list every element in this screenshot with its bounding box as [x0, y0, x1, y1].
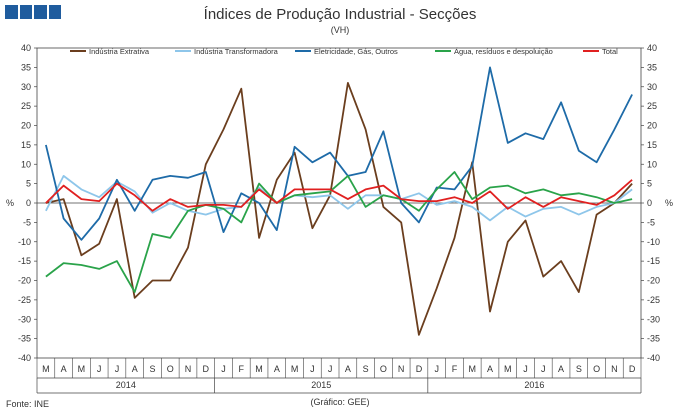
- x-tick-label: M: [504, 364, 512, 374]
- y-tick-label-left: 20: [21, 121, 31, 131]
- y-tick-label-right: -15: [647, 256, 660, 266]
- y-tick-label-left: -30: [18, 314, 31, 324]
- x-tick-label: A: [61, 364, 67, 374]
- y-tick-label-left: 15: [21, 140, 31, 150]
- y-tick-label-right: 30: [647, 82, 657, 92]
- y-tick-label-right: -5: [647, 217, 655, 227]
- x-tick-label: A: [487, 364, 493, 374]
- x-tick-label: F: [452, 364, 458, 374]
- source-note: Fonte: INE: [6, 399, 50, 409]
- credit-note: (Gráfico: GEE): [310, 397, 370, 407]
- x-tick-label: A: [558, 364, 564, 374]
- legend-label: Água, resíduos e despoluição: [454, 47, 553, 56]
- x-tick-label: O: [167, 364, 174, 374]
- y-axis-label-left: %: [6, 198, 14, 208]
- y-tick-label-right: -10: [647, 237, 660, 247]
- x-tick-label: O: [593, 364, 600, 374]
- y-tick-label-left: 5: [26, 179, 31, 189]
- y-tick-label-left: -15: [18, 256, 31, 266]
- x-tick-label: D: [203, 364, 210, 374]
- y-tick-label-left: -40: [18, 353, 31, 363]
- y-tick-label-right: -25: [647, 295, 660, 305]
- x-tick-label: D: [629, 364, 636, 374]
- y-tick-label-left: -35: [18, 334, 31, 344]
- legend-label: Indústria Extrativa: [89, 47, 150, 56]
- y-tick-label-left: 30: [21, 82, 31, 92]
- y-tick-label-left: 10: [21, 159, 31, 169]
- y-axis-label-right: %: [665, 198, 673, 208]
- y-tick-label-right: 15: [647, 140, 657, 150]
- x-tick-label: M: [468, 364, 476, 374]
- x-tick-label: M: [291, 364, 299, 374]
- y-tick-label-right: 35: [647, 62, 657, 72]
- y-tick-label-left: -5: [23, 217, 31, 227]
- x-tick-label: J: [115, 364, 120, 374]
- legend-label: Eletricidade, Gás, Outros: [314, 47, 398, 56]
- x-tick-label: J: [310, 364, 315, 374]
- series-line-eletricidade-g-s-outros: [45, 66, 633, 241]
- y-tick-label-right: -40: [647, 353, 660, 363]
- y-tick-label-left: 25: [21, 101, 31, 111]
- y-tick-label-right: 25: [647, 101, 657, 111]
- x-tick-label: S: [576, 364, 582, 374]
- x-tick-label: S: [149, 364, 155, 374]
- y-tick-label-left: 35: [21, 62, 31, 72]
- year-label: 2016: [524, 380, 544, 390]
- x-tick-label: J: [523, 364, 528, 374]
- x-tick-label: J: [434, 364, 439, 374]
- x-tick-label: M: [255, 364, 263, 374]
- y-tick-label-left: -10: [18, 237, 31, 247]
- x-tick-label: A: [345, 364, 351, 374]
- y-tick-label-left: 0: [26, 198, 31, 208]
- y-tick-label-right: 20: [647, 121, 657, 131]
- y-tick-label-right: -30: [647, 314, 660, 324]
- x-tick-label: J: [541, 364, 546, 374]
- y-tick-label-right: 10: [647, 159, 657, 169]
- x-tick-label: N: [611, 364, 618, 374]
- y-tick-label-right: 5: [647, 179, 652, 189]
- x-tick-label: J: [328, 364, 333, 374]
- legend-label: Indústria Transformadora: [194, 47, 279, 56]
- x-tick-label: O: [380, 364, 387, 374]
- chart-subtitle: (VH): [330, 25, 350, 35]
- series-line-total: [45, 179, 633, 212]
- x-tick-label: J: [221, 364, 226, 374]
- x-tick-label: N: [398, 364, 405, 374]
- x-tick-label: F: [239, 364, 245, 374]
- x-tick-label: M: [42, 364, 50, 374]
- y-tick-label-right: -20: [647, 276, 660, 286]
- x-tick-label: M: [78, 364, 86, 374]
- y-tick-label-left: 40: [21, 43, 31, 53]
- logo: [5, 5, 61, 19]
- y-tick-label-left: -20: [18, 276, 31, 286]
- x-tick-label: N: [185, 364, 192, 374]
- x-tick-label: D: [416, 364, 423, 374]
- x-tick-label: J: [97, 364, 102, 374]
- legend-label: Total: [602, 47, 618, 56]
- year-label: 2014: [116, 380, 136, 390]
- x-tick-label: A: [132, 364, 138, 374]
- x-tick-label: A: [274, 364, 280, 374]
- chart-title: Índices de Produção Industrial - Secções: [203, 6, 477, 23]
- year-label: 2015: [311, 380, 331, 390]
- y-tick-label-right: -35: [647, 334, 660, 344]
- y-tick-label-right: 40: [647, 43, 657, 53]
- y-tick-label-right: 0: [647, 198, 652, 208]
- series-line--gua-res-duos-e-despolui-o: [45, 171, 633, 294]
- x-tick-label: S: [363, 364, 369, 374]
- series-line-ind-stria-extrativa: [45, 82, 633, 336]
- y-tick-label-left: -25: [18, 295, 31, 305]
